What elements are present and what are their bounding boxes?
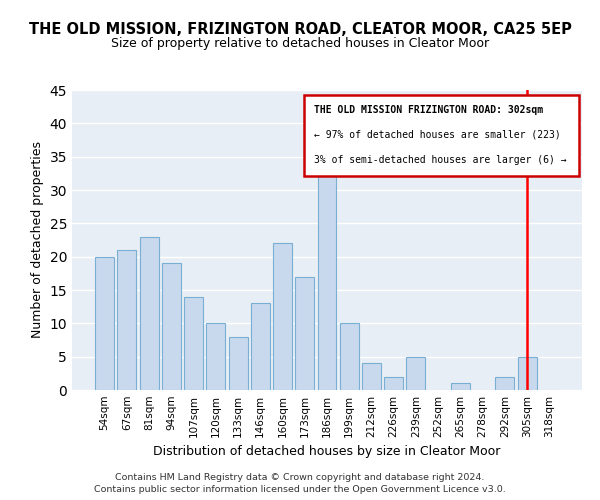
- Bar: [295, 276, 314, 390]
- Bar: [229, 336, 248, 390]
- Bar: [362, 364, 381, 390]
- X-axis label: Distribution of detached houses by size in Cleator Moor: Distribution of detached houses by size …: [154, 446, 500, 458]
- Text: THE OLD MISSION, FRIZINGTON ROAD, CLEATOR MOOR, CA25 5EP: THE OLD MISSION, FRIZINGTON ROAD, CLEATO…: [29, 22, 571, 38]
- Bar: [95, 256, 114, 390]
- Bar: [384, 376, 403, 390]
- Bar: [140, 236, 158, 390]
- Text: ← 97% of detached houses are smaller (223): ← 97% of detached houses are smaller (22…: [314, 130, 561, 140]
- Text: 3% of semi-detached houses are larger (6) →: 3% of semi-detached houses are larger (6…: [314, 155, 567, 165]
- Bar: [340, 324, 359, 390]
- Text: Contains HM Land Registry data © Crown copyright and database right 2024.: Contains HM Land Registry data © Crown c…: [115, 472, 485, 482]
- Bar: [251, 304, 270, 390]
- Bar: [273, 244, 292, 390]
- Bar: [451, 384, 470, 390]
- FancyBboxPatch shape: [304, 94, 580, 176]
- Bar: [317, 164, 337, 390]
- Bar: [206, 324, 225, 390]
- Bar: [406, 356, 425, 390]
- Bar: [118, 250, 136, 390]
- Bar: [518, 356, 536, 390]
- Bar: [184, 296, 203, 390]
- Text: Contains public sector information licensed under the Open Government Licence v3: Contains public sector information licen…: [94, 485, 506, 494]
- Text: Size of property relative to detached houses in Cleator Moor: Size of property relative to detached ho…: [111, 38, 489, 51]
- Text: THE OLD MISSION FRIZINGTON ROAD: 302sqm: THE OLD MISSION FRIZINGTON ROAD: 302sqm: [314, 105, 544, 115]
- Y-axis label: Number of detached properties: Number of detached properties: [31, 142, 44, 338]
- Bar: [496, 376, 514, 390]
- Bar: [162, 264, 181, 390]
